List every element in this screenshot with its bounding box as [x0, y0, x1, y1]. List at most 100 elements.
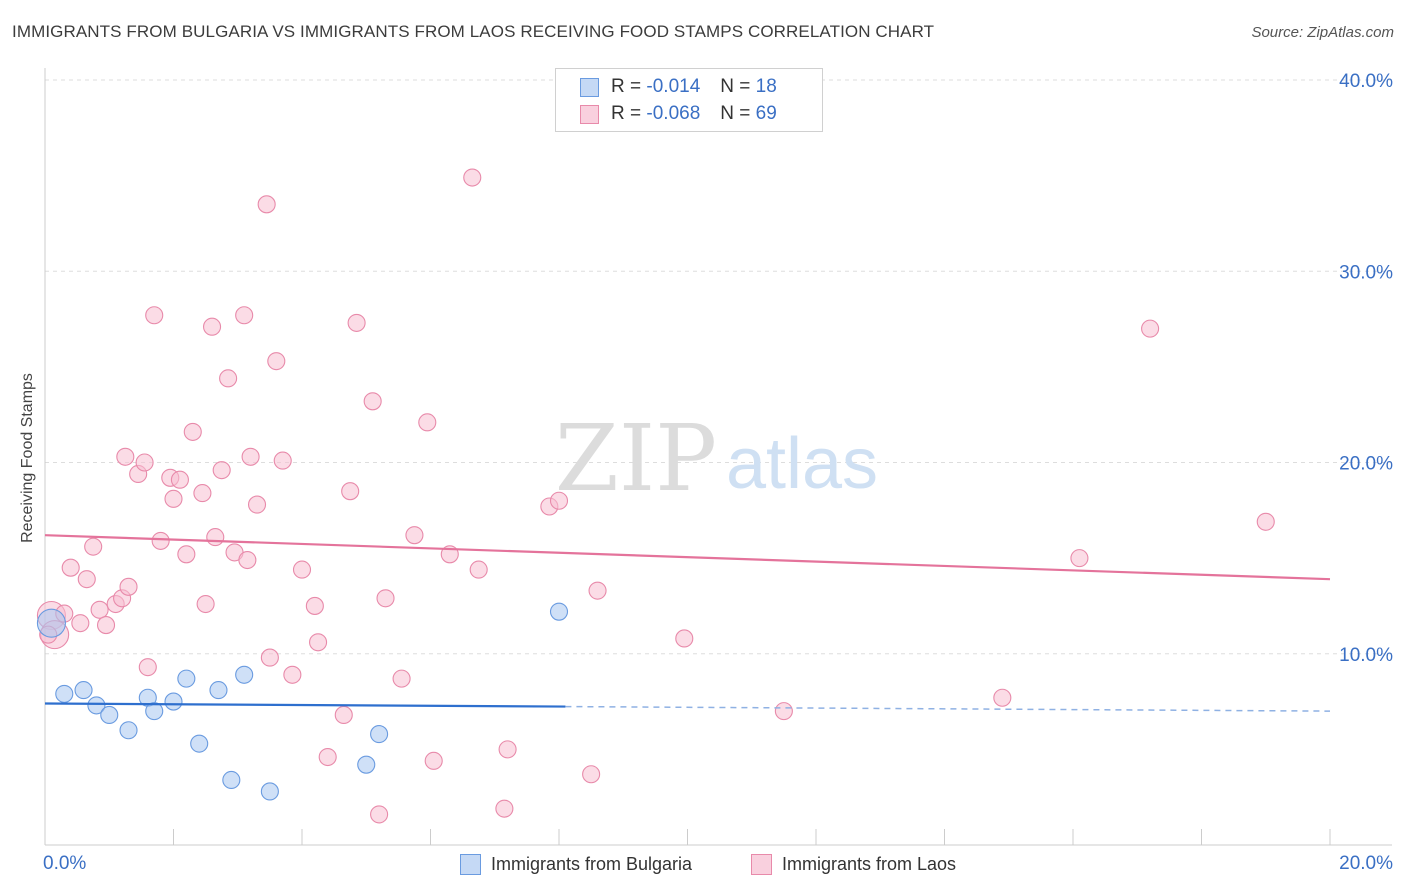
- laos-point: [183, 422, 202, 441]
- laos-point: [392, 669, 411, 688]
- y-tick-label: 30.0%: [1339, 262, 1393, 283]
- bottom-legend-laos: Immigrants from Laos: [751, 852, 956, 876]
- bulgaria-point: [190, 734, 209, 753]
- laos-point: [203, 317, 222, 336]
- laos-point: [119, 577, 138, 596]
- watermark-atlas: atlas: [726, 424, 878, 504]
- bulgaria-point: [100, 705, 119, 725]
- bulgaria-point: [164, 692, 183, 711]
- laos-point: [170, 470, 189, 489]
- laos-point: [993, 688, 1012, 707]
- laos-point: [318, 747, 337, 767]
- laos-point: [283, 665, 302, 684]
- legend-r-label: R =: [611, 103, 642, 124]
- bulgaria-point: [357, 755, 376, 774]
- bulgaria-point: [36, 608, 66, 638]
- laos-point: [1256, 512, 1275, 531]
- chart-title: IMMIGRANTS FROM BULGARIA VS IMMIGRANTS F…: [12, 22, 935, 41]
- laos-point: [463, 168, 482, 187]
- x-tick-label: 20.0%: [1339, 853, 1393, 874]
- laos-point: [334, 705, 353, 725]
- y-tick-label: 40.0%: [1339, 71, 1393, 92]
- legend-swatch-bulgaria: [580, 77, 599, 97]
- laos-point: [363, 392, 382, 411]
- laos-point: [193, 484, 212, 503]
- laos-point: [309, 633, 328, 652]
- laos-point: [273, 451, 292, 470]
- bulgaria-point: [222, 770, 241, 790]
- laos-point: [145, 306, 164, 325]
- bulgaria-point: [119, 721, 138, 740]
- laos-point: [219, 369, 238, 388]
- laos-point: [135, 453, 154, 472]
- laos-point: [177, 545, 196, 564]
- bottom-legend-label-laos: Immigrants from Laos: [782, 853, 957, 874]
- laos-point: [498, 740, 517, 759]
- laos-point: [549, 491, 569, 510]
- stats-legend: R = -0.014 N = 18 R = -0.068 N = 69: [555, 68, 823, 132]
- laos-point: [418, 413, 437, 432]
- laos-point: [238, 550, 257, 570]
- bulgaria-point: [55, 684, 74, 703]
- laos-point: [370, 805, 389, 824]
- bulgaria-point: [235, 665, 254, 684]
- bulgaria-point: [177, 669, 196, 688]
- watermark: ZIP atlas: [555, 405, 878, 512]
- laos-point: [1141, 319, 1160, 338]
- laos-point: [206, 528, 225, 547]
- laos-trend-line: [44, 534, 1331, 581]
- laos-point: [376, 589, 395, 608]
- axes: [44, 68, 1392, 846]
- source-label: Source: ZipAtlas.com: [1251, 24, 1394, 41]
- legend-n-value: 18: [755, 76, 777, 97]
- laos-point: [260, 648, 279, 667]
- bulgaria-point: [145, 702, 164, 721]
- laos-point: [675, 629, 694, 648]
- laos-point: [90, 600, 109, 619]
- bulgaria-point: [87, 696, 106, 715]
- laos-point: [77, 570, 96, 589]
- laos-point: [257, 195, 276, 214]
- laos-point: [495, 799, 514, 818]
- laos-point: [292, 560, 312, 579]
- bulgaria-point: [74, 681, 93, 700]
- bulgaria-point: [260, 782, 279, 801]
- laos-point: [267, 352, 286, 371]
- x-tick-label: 0.0%: [43, 853, 86, 874]
- laos-point: [305, 596, 324, 615]
- laos-point: [341, 482, 360, 501]
- laos-point: [347, 313, 366, 332]
- laos-point: [588, 581, 607, 600]
- laos-point: [164, 489, 183, 508]
- laos-point: [469, 560, 488, 579]
- bottom-legend-swatch-bulgaria: [460, 853, 481, 875]
- bulgaria-point: [549, 602, 569, 621]
- bulgaria-trend-extension: [565, 705, 1331, 712]
- legend-n-label: N =: [720, 76, 751, 97]
- bottom-legend-bulgaria: Immigrants from Bulgaria: [460, 852, 692, 876]
- bulgaria-trend-line: [44, 702, 566, 708]
- watermark-zip: ZIP: [555, 405, 717, 512]
- laos-point: [1070, 549, 1089, 568]
- legend-swatch-laos: [580, 104, 599, 124]
- laos-point: [405, 526, 424, 545]
- laos-point: [247, 495, 267, 514]
- laos-point: [241, 447, 260, 466]
- legend-r-label: R =: [611, 76, 642, 97]
- legend-row-laos: R = -0.068 N = 69: [580, 102, 777, 126]
- bottom-legend-label-bulgaria: Immigrants from Bulgaria: [491, 853, 693, 874]
- laos-point: [151, 531, 170, 550]
- laos-point: [84, 537, 103, 556]
- bulgaria-point: [370, 725, 389, 744]
- laos-point: [212, 461, 231, 480]
- bulgaria-point: [209, 681, 228, 700]
- y-tick-label: 10.0%: [1339, 645, 1393, 666]
- y-axis-label: Receiving Food Stamps: [19, 373, 36, 543]
- laos-point: [196, 594, 215, 614]
- legend-n-label: N =: [720, 103, 751, 124]
- legend-n-value: 69: [755, 103, 777, 124]
- y-tick-label: 20.0%: [1339, 454, 1393, 475]
- laos-point: [424, 751, 443, 770]
- laos-point: [71, 614, 90, 633]
